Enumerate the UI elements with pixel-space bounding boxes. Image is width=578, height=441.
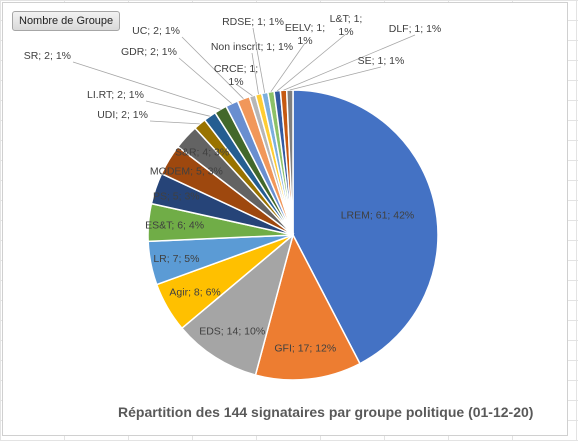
data-label-gfi: GFI; 17; 12% [274,342,336,354]
data-label-non-inscrit: Non inscrit; 1; 1% [211,41,293,53]
data-label-ps: PS; 5; 3% [153,190,200,202]
data-label-s-r: S&R; 4; 3% [175,147,229,159]
data-label-gdr: GDR; 2; 1% [121,46,177,58]
data-label-udi: UDI; 2; 1% [97,109,148,121]
data-label-eelv: EELV; 1; 1% [285,22,325,47]
data-label-sr: SR; 2; 1% [24,50,71,62]
data-label-modem: MODEM; 5; 3% [150,165,223,177]
leader-line-l-t [276,33,347,92]
pivot-field-button[interactable]: Nombre de Groupe [12,11,121,31]
leader-line-crce [235,83,253,97]
leader-line-dlf [283,34,416,91]
chart-title: Répartition des 144 signataires par grou… [118,404,534,420]
leader-line-non-inscrit [251,52,259,95]
leader-line-uc [181,36,244,99]
data-label-agir: Agir; 8; 6% [169,287,220,299]
leader-line-udi [149,120,200,125]
data-label-lr: LR; 7; 5% [153,253,199,265]
data-label-eds: EDS; 14; 10% [199,325,265,337]
pie-slice-lrem[interactable] [292,89,439,365]
pie-slice-eds[interactable] [180,232,295,376]
data-label-rdse: RDSE; 1; 1% [222,16,284,28]
leader-line-li-rt [145,100,210,117]
leader-line-gdr [178,57,232,104]
data-label-dlf: DLF; 1; 1% [389,23,442,35]
data-label-uc: UC; 2; 1% [132,25,180,37]
data-label-se: SE; 1; 1% [358,55,405,67]
data-label-crce: CRCE; 1; 1% [214,63,258,88]
data-label-lrem: LREM; 61; 42% [341,209,415,221]
leader-line-eelv [270,42,306,92]
data-label-es-t: ES&T; 6; 4% [145,220,204,232]
leader-line-se [289,66,382,91]
pie-slice-gfi[interactable] [254,232,361,381]
data-label-l-t: L&T; 1; 1% [330,13,363,38]
leader-line-sr [72,61,221,110]
data-label-li-rt: LI.RT; 2; 1% [87,89,144,101]
leader-line-rdse [252,27,266,93]
